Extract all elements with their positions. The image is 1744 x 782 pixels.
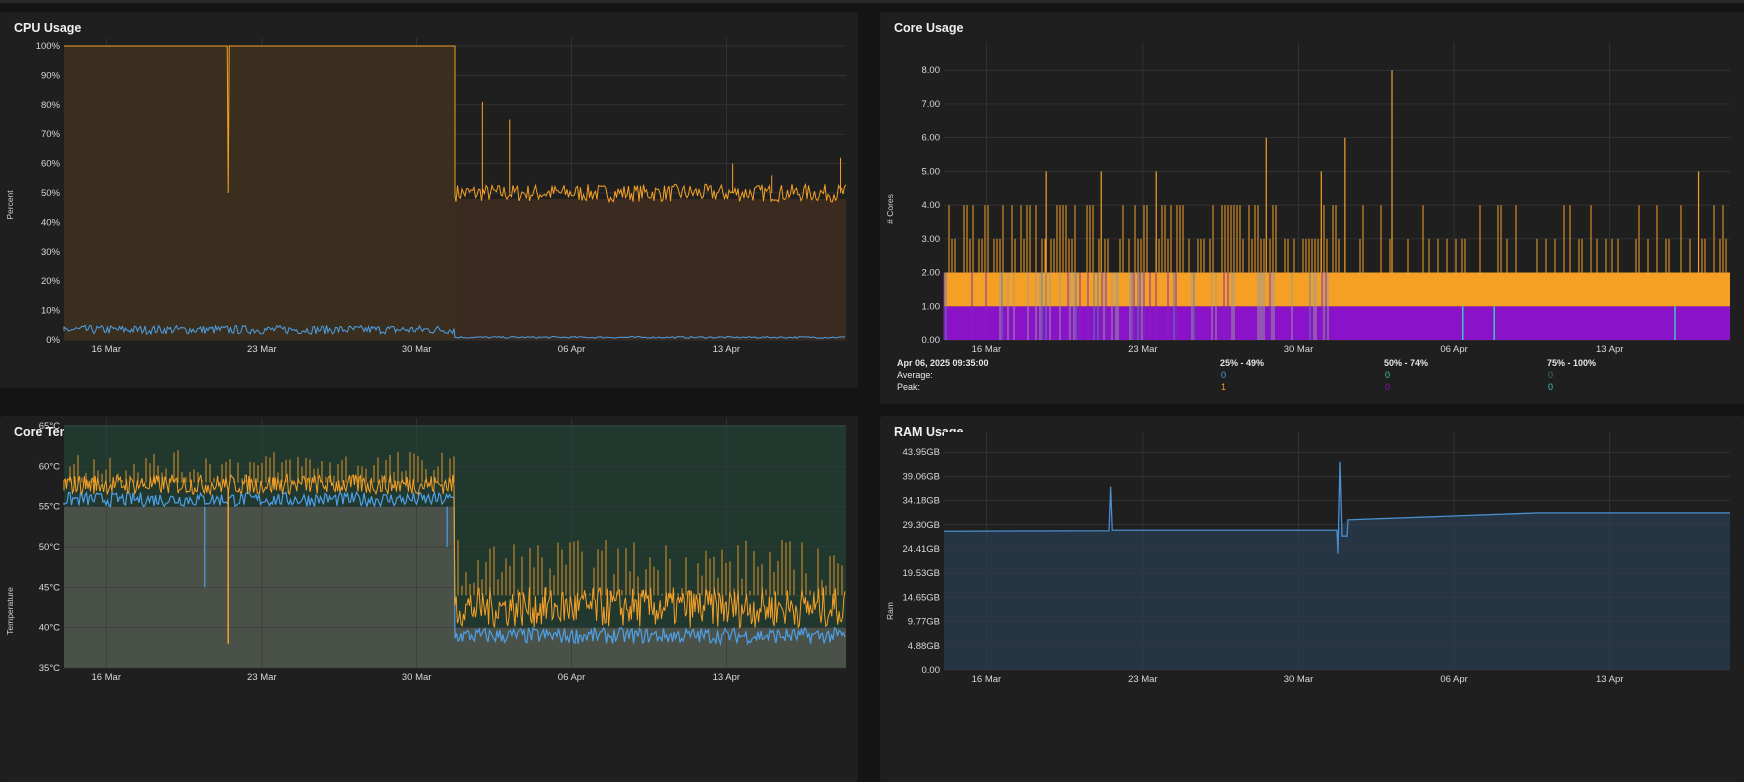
cpu-usage-panel: CPU Usage Percent 0% 10% 20% 30% 40% 50% 60% 70… [0,12,858,388]
y-tick-label: 70% [41,129,61,140]
y-tick-label: 3.00 [922,234,941,245]
core-band-low [944,306,1730,340]
y-tick-label: 60% [41,159,61,170]
y-tick-label: 19.53GB [903,568,941,579]
y-tick-label: 60°C [39,461,60,472]
y-tick-label: 100% [36,41,61,52]
x-tick-label: 06 Apr [1440,344,1467,355]
x-tick-label: 23 Mar [247,672,277,683]
y-tick-label: 10% [41,306,61,317]
y-tick-label: 6.00 [922,133,941,144]
cpu-usage-line [64,45,847,204]
y-tick-label: 34.18GB [903,496,941,507]
ram-usage-line [943,461,1730,554]
core-usage-panel: Core Usage # Cores 0.00 1.00 2.00 3.00 4.00 5… [880,12,1744,404]
cpu-area-fill [455,198,846,340]
x-tick-label: 30 Mar [402,672,432,683]
legend-col-header: 25% - 49% [1220,358,1265,368]
legend-peak-label: Peak: [897,382,921,392]
y-tick-label: 0% [46,335,60,346]
x-tick-label: 23 Mar [1128,344,1158,355]
legend-col-peak: 0 [1385,382,1391,392]
core-temperature-panel: Core Temperature Temperature 35°C40°C45°… [0,416,858,782]
y-tick-label: 2.00 [922,268,941,279]
y-tick-label: 4.00 [922,200,941,211]
x-tick-label: 06 Apr [558,672,585,683]
legend-col-average: 0 [1221,370,1227,380]
y-tick-label: 0.00 [922,665,941,676]
ram-usage-chart[interactable]: 0.00 4.88GB 9.77GB 14.65GB 19.53GB 24.41GB 29.… [880,416,1744,782]
y-tick-label: 40% [41,217,61,228]
x-tick-label: 16 Mar [972,674,1002,685]
panel-title: CPU Usage [14,21,82,35]
cpu-area-fill [64,46,455,340]
panel-title: Core Usage [894,21,964,35]
y-tick-label: 14.65GB [903,592,941,603]
core-usage-chart[interactable]: 0.00 1.00 2.00 3.00 4.00 5.00 6.00 7.00 8.00 16 M… [880,12,1744,355]
x-tick-label: 16 Mar [91,672,121,683]
x-tick-label: 16 Mar [972,344,1002,355]
y-tick-label: 43.95GB [903,447,941,458]
y-tick-label: 29.30GB [903,520,941,531]
y-tick-label: 24.41GB [903,544,941,555]
y-tick-label: 80% [41,100,61,111]
top-bar [0,0,1744,3]
legend-col-average: 0 [1548,370,1554,380]
y-tick-label: 55°C [39,502,60,513]
ram-area-fill [944,512,1730,670]
x-tick-label: 13 Apr [1596,344,1623,355]
core-band-mid [944,272,1730,307]
y-tick-label: 30% [41,247,61,258]
y-tick-label: 8.00 [922,65,941,76]
x-tick-label: 06 Apr [1440,674,1467,685]
x-tick-label: 30 Mar [402,344,432,355]
x-tick-label: 16 Mar [91,344,121,355]
x-tick-label: 13 Apr [713,344,740,355]
x-tick-label: 30 Mar [1284,674,1314,685]
y-tick-label: 1.00 [922,301,941,312]
y-tick-label: 50°C [39,542,60,553]
y-tick-label: 0.00 [922,335,941,346]
y-tick-label: 4.88GB [908,641,940,652]
core-temperature-chart[interactable]: 35°C 40°C 45°C 50°C 55°C 60°C 65°C 16 Mar 23 Mar… [0,416,858,782]
legend-col-header: 75% - 100% [1547,358,1597,368]
y-tick-label: 5.00 [922,166,941,177]
x-tick-label: 23 Mar [247,344,277,355]
y-tick-label: 20% [41,276,61,287]
legend-average-label: Average: [897,370,933,380]
x-tick-label: 30 Mar [1284,344,1314,355]
legend-timestamp: Apr 06, 2025 09:35:00 [897,358,989,368]
y-tick-label: 50% [41,188,61,199]
y-tick-label: 90% [41,70,61,81]
y-tick-label: 45°C [39,582,60,593]
legend-col-peak: 0 [1548,382,1554,392]
y-tick-label: 35°C [39,663,60,674]
legend-col-average: 0 [1385,370,1391,380]
y-tick-label: 65°C [39,421,60,432]
y-tick-label: 40°C [39,623,60,634]
x-tick-label: 06 Apr [558,344,585,355]
temp-package-line [63,473,846,629]
y-tick-label: 39.06GB [903,471,941,482]
legend-col-header: 50% - 74% [1384,358,1429,368]
y-tick-label: 9.77GB [908,617,940,628]
x-tick-label: 13 Apr [1596,674,1623,685]
y-tick-label: 7.00 [922,99,941,110]
cpu-core-line [63,324,846,339]
x-tick-label: 23 Mar [1128,674,1158,685]
ram-usage-panel: RAM Usage Ram 0.00 4.88GB 9.77GB 14.65GB 19.… [880,416,1744,782]
cpu-usage-chart[interactable]: 0% 10% 20% 30% 40% 50% 60% 70% 80% 90% 100% 16 Mar 2… [0,12,858,388]
temp-area-fill [455,627,846,668]
x-tick-label: 13 Apr [713,672,740,683]
legend-col-peak: 1 [1221,382,1227,392]
